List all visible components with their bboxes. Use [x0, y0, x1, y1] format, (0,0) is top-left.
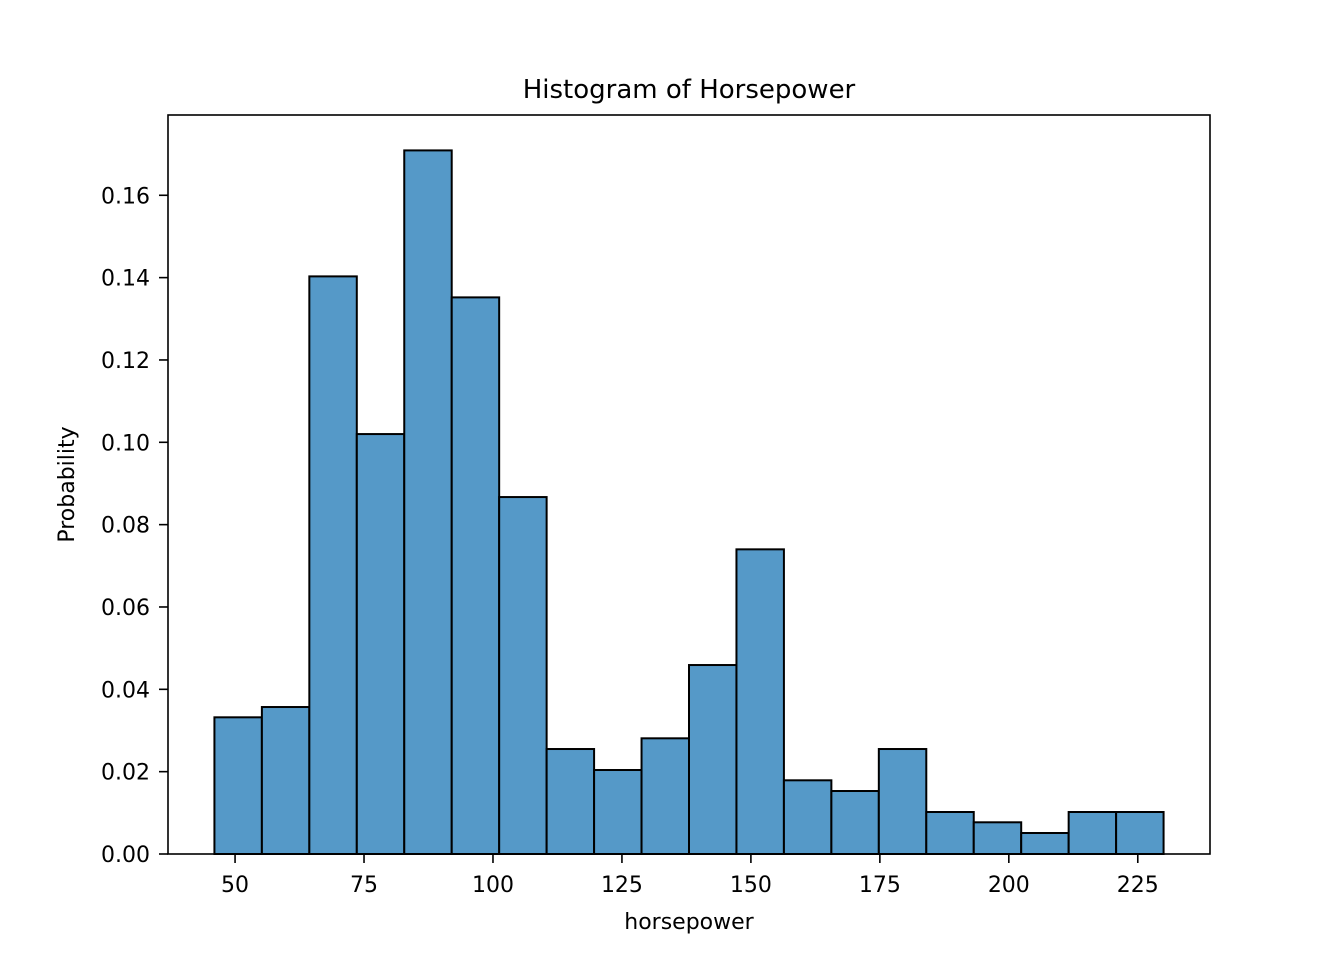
y-tick-label: 0.16	[101, 184, 150, 209]
y-tick-label: 0.06	[101, 596, 150, 621]
y-axis-ticks: 0.00 0.02 0.04 0.06 0.08 0.10 0.12 0.14 0.16	[101, 184, 168, 868]
histogram-bar	[1020, 832, 1070, 856]
y-tick-label: 0.00	[101, 843, 150, 868]
histogram-bar	[877, 748, 928, 856]
y-tick-label: 0.08	[101, 514, 150, 539]
y-tick-label: 0.02	[101, 761, 150, 786]
y-tick-label: 0.04	[101, 678, 150, 703]
chart-title: Histogram of Horsepower	[523, 75, 856, 105]
histogram-bar	[735, 548, 785, 855]
histogram-bar	[1067, 811, 1118, 856]
histogram-bar	[1115, 811, 1165, 856]
y-tick-label: 0.14	[101, 267, 150, 292]
x-tick-label: 125	[601, 873, 643, 898]
histogram-bar	[640, 737, 691, 856]
x-tick-label: 50	[221, 873, 249, 898]
histogram-bar	[403, 149, 453, 855]
x-axis-label: horsepower	[624, 910, 754, 935]
histogram-bar	[260, 706, 311, 855]
histogram-bar	[545, 748, 596, 856]
x-tick-label: 225	[1117, 873, 1159, 898]
x-tick-label: 175	[859, 873, 901, 898]
x-tick-label: 100	[472, 873, 514, 898]
histogram-bar	[450, 296, 501, 855]
histogram-bar	[498, 496, 548, 855]
bars-layer	[213, 149, 1165, 856]
histogram-bar	[593, 769, 643, 855]
histogram-bar	[830, 790, 880, 855]
y-tick-label: 0.10	[101, 431, 150, 456]
y-tick-label: 0.12	[101, 349, 150, 374]
histogram-bar	[972, 821, 1023, 856]
histogram-bar	[782, 779, 833, 855]
histogram-bar	[925, 811, 975, 856]
y-axis-label: Probability	[55, 426, 80, 542]
histogram-bar	[355, 433, 406, 855]
histogram-bar	[308, 275, 358, 856]
plot-area-frame	[167, 114, 1211, 855]
x-tick-label: 75	[350, 873, 378, 898]
histogram-bar	[688, 664, 738, 855]
x-tick-label: 200	[988, 873, 1030, 898]
x-tick-label: 150	[730, 873, 772, 898]
histogram-bar	[213, 716, 263, 855]
x-axis-ticks: 50 75 100 125 150 175 200 225	[221, 854, 1159, 898]
